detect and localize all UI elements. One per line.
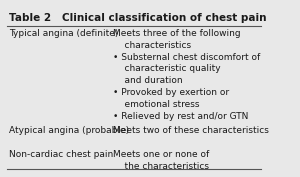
Text: Table 2   Clinical classification of chest pain: Table 2 Clinical classification of chest… <box>9 13 267 24</box>
Text: Non-cardiac chest pain: Non-cardiac chest pain <box>9 150 114 159</box>
Text: Meets three of the following
    characteristics
• Substernal chest discomfort o: Meets three of the following characteris… <box>113 29 260 121</box>
Text: Meets two of these characteristics: Meets two of these characteristics <box>113 126 269 135</box>
Text: Atypical angina (probable): Atypical angina (probable) <box>9 126 130 135</box>
Text: Typical angina (definite): Typical angina (definite) <box>9 29 119 38</box>
Text: Meets one or none of
    the characteristics: Meets one or none of the characteristics <box>113 150 209 171</box>
